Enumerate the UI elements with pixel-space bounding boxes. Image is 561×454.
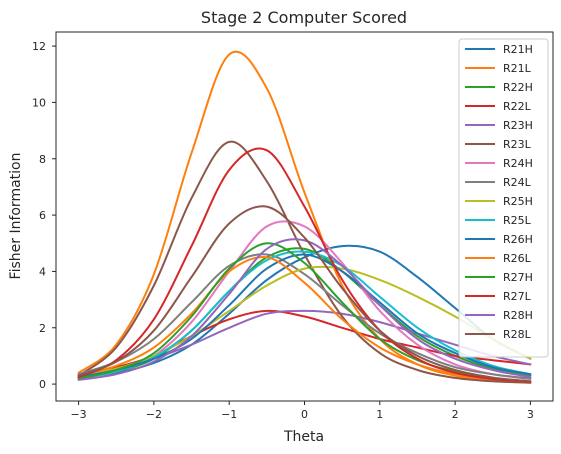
- series-line-r24l: [77, 253, 532, 380]
- series-line-r27l: [77, 147, 532, 383]
- x-axis-ticks: −3 −2 −1 0 1 2 3: [70, 401, 534, 421]
- chart-title: Stage 2 Computer Scored: [201, 8, 407, 27]
- series-line-r26l: [77, 256, 532, 383]
- y-tick-label: 10: [32, 96, 46, 109]
- y-tick-label: 6: [39, 209, 46, 222]
- series-line-r28h: [77, 238, 532, 381]
- x-axis-title: Theta: [283, 429, 324, 445]
- plot-frame: [55, 31, 554, 402]
- legend-label-r22h: R22H: [503, 81, 533, 94]
- legend-label-r21h: R21H: [503, 43, 533, 56]
- series-line-r25l: [77, 250, 532, 380]
- series-line-r21l: [77, 50, 532, 384]
- series-line-r26h: [77, 253, 532, 379]
- y-tick-label: 2: [39, 322, 46, 335]
- series-line-r23l: [77, 140, 532, 384]
- x-tick-label: −3: [70, 408, 86, 421]
- legend-label-r21l: R21L: [503, 62, 532, 75]
- legend-label-r23l: R23L: [503, 138, 532, 151]
- y-axis-ticks: 0 2 4 6 8 10 12: [32, 40, 56, 391]
- x-tick-label: 1: [376, 408, 383, 421]
- legend-label-r27l: R27L: [503, 290, 532, 303]
- series-line-r25h: [77, 265, 532, 377]
- legend-label-r26h: R26H: [503, 233, 533, 246]
- y-axis-title: Fisher Information: [8, 153, 24, 280]
- legend-label-r24l: R24L: [503, 176, 532, 189]
- legend-label-r28l: R28L: [503, 328, 532, 341]
- legend-label-r22l: R22L: [503, 100, 532, 113]
- legend-label-r25l: R25L: [503, 214, 532, 227]
- x-tick-label: 0: [301, 408, 308, 421]
- legend-label-r24h: R24H: [503, 157, 533, 170]
- legend-label-r26l: R26L: [503, 252, 532, 265]
- y-tick-label: 12: [32, 40, 46, 53]
- series-line-r27h: [77, 242, 532, 383]
- x-tick-label: 2: [452, 408, 459, 421]
- y-tick-label: 4: [39, 265, 46, 278]
- legend-label-r28h: R28H: [503, 309, 533, 322]
- legend-label-r23h: R23H: [503, 119, 533, 132]
- x-tick-label: −1: [221, 408, 237, 421]
- legend-items: R21H R21L R22H R22L R23H R23L R24H R24L R25H R25L…: [465, 43, 533, 341]
- y-tick-label: 0: [39, 378, 46, 391]
- x-tick-label: 3: [527, 408, 534, 421]
- series-lines: [77, 50, 532, 384]
- legend-label-r25h: R25H: [503, 195, 533, 208]
- series-line-r21h: [77, 244, 532, 379]
- y-tick-label: 8: [39, 153, 46, 166]
- legend-label-r27h: R27H: [503, 271, 533, 284]
- legend: R21H R21L R22H R22L R23H R23L R24H R24L R25H R25L…: [458, 38, 549, 358]
- x-tick-label: −2: [146, 408, 162, 421]
- series-line-r28l: [77, 205, 532, 383]
